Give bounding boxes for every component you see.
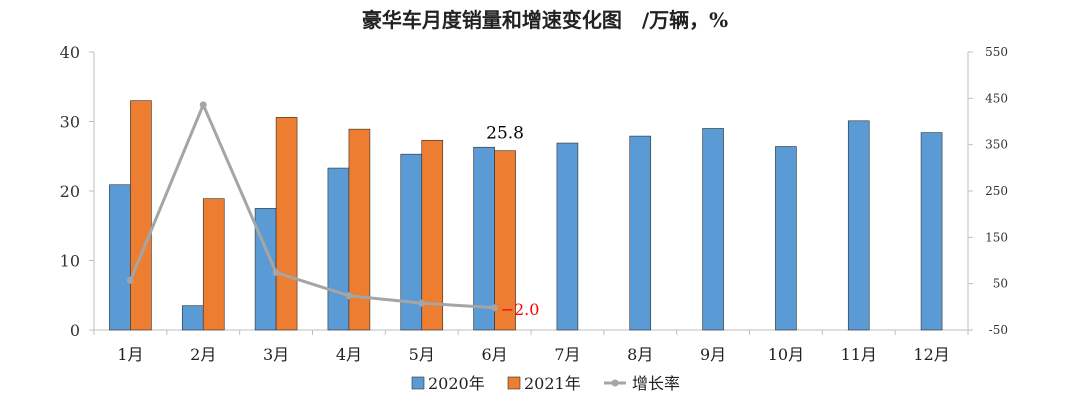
left-tick-label: 40 xyxy=(60,43,80,62)
bar-2020年-6月 xyxy=(473,146,495,331)
x-tick-label: 10月 xyxy=(768,345,804,364)
point-增长率-4 xyxy=(418,299,426,307)
legend-swatch xyxy=(411,376,425,390)
right-tick-label: 550 xyxy=(985,45,1008,59)
x-tick-label: 9月 xyxy=(700,345,726,364)
bar-2021年-6月 xyxy=(494,150,516,331)
right-tick-label: 250 xyxy=(985,184,1008,198)
left-tick-label: 10 xyxy=(60,252,80,271)
right-tick-label: 150 xyxy=(985,230,1008,244)
x-tick-label: 2月 xyxy=(190,345,216,364)
bar-2021年-5月 xyxy=(421,139,444,331)
data-label: −2.0 xyxy=(501,300,540,319)
bar-2020年-12月 xyxy=(920,132,943,331)
x-tick-label: 3月 xyxy=(263,345,289,364)
x-tick-label: 4月 xyxy=(336,345,362,364)
bar-2020年-3月 xyxy=(254,208,277,331)
bar-2020年-10月 xyxy=(775,146,797,331)
right-tick-label: 350 xyxy=(985,138,1008,152)
legend-marker xyxy=(611,379,619,387)
x-tick-label: 12月 xyxy=(913,345,949,364)
right-tick-label: 450 xyxy=(985,91,1008,105)
bar-2021年-1月 xyxy=(130,100,152,331)
point-增长率-2 xyxy=(272,269,280,277)
x-tick-label: 8月 xyxy=(627,345,653,364)
bar-2020年-2月 xyxy=(181,305,204,331)
left-tick-label: 0 xyxy=(70,321,80,340)
legend-label: 2021年 xyxy=(524,374,581,393)
x-tick-label: 7月 xyxy=(554,345,580,364)
bar-2020年-9月 xyxy=(702,128,724,331)
chart-title: 豪华车月度销量和增速变化图 /万辆，% xyxy=(362,8,728,32)
point-增长率-3 xyxy=(345,292,353,300)
x-tick-label: 11月 xyxy=(841,345,877,364)
point-增长率-1 xyxy=(199,101,207,109)
x-tick-label: 5月 xyxy=(409,345,435,364)
point-增长率-5 xyxy=(491,304,499,312)
bar-2020年-7月 xyxy=(556,142,579,331)
left-tick-label: 30 xyxy=(60,113,80,132)
bar-2021年-3月 xyxy=(275,117,298,331)
bar-2020年-11月 xyxy=(847,120,870,331)
legend-label: 2020年 xyxy=(428,374,485,393)
left-tick-label: 20 xyxy=(60,182,80,201)
legend-swatch xyxy=(507,376,521,390)
x-tick-label: 1月 xyxy=(117,345,143,364)
bar-2020年-4月 xyxy=(327,167,350,331)
bar-2020年-1月 xyxy=(109,184,131,331)
right-tick-label: -50 xyxy=(989,323,1008,337)
right-tick-label: 50 xyxy=(993,277,1008,291)
bar-2020年-8月 xyxy=(629,135,652,331)
legend-label: 增长率 xyxy=(632,374,680,393)
point-增长率-0 xyxy=(126,276,134,284)
x-tick-label: 6月 xyxy=(481,345,507,364)
line-增长率 xyxy=(129,103,495,310)
bar-2021年-4月 xyxy=(348,128,371,331)
data-label: 25.8 xyxy=(486,124,524,144)
bar-2021年-2月 xyxy=(202,198,225,331)
